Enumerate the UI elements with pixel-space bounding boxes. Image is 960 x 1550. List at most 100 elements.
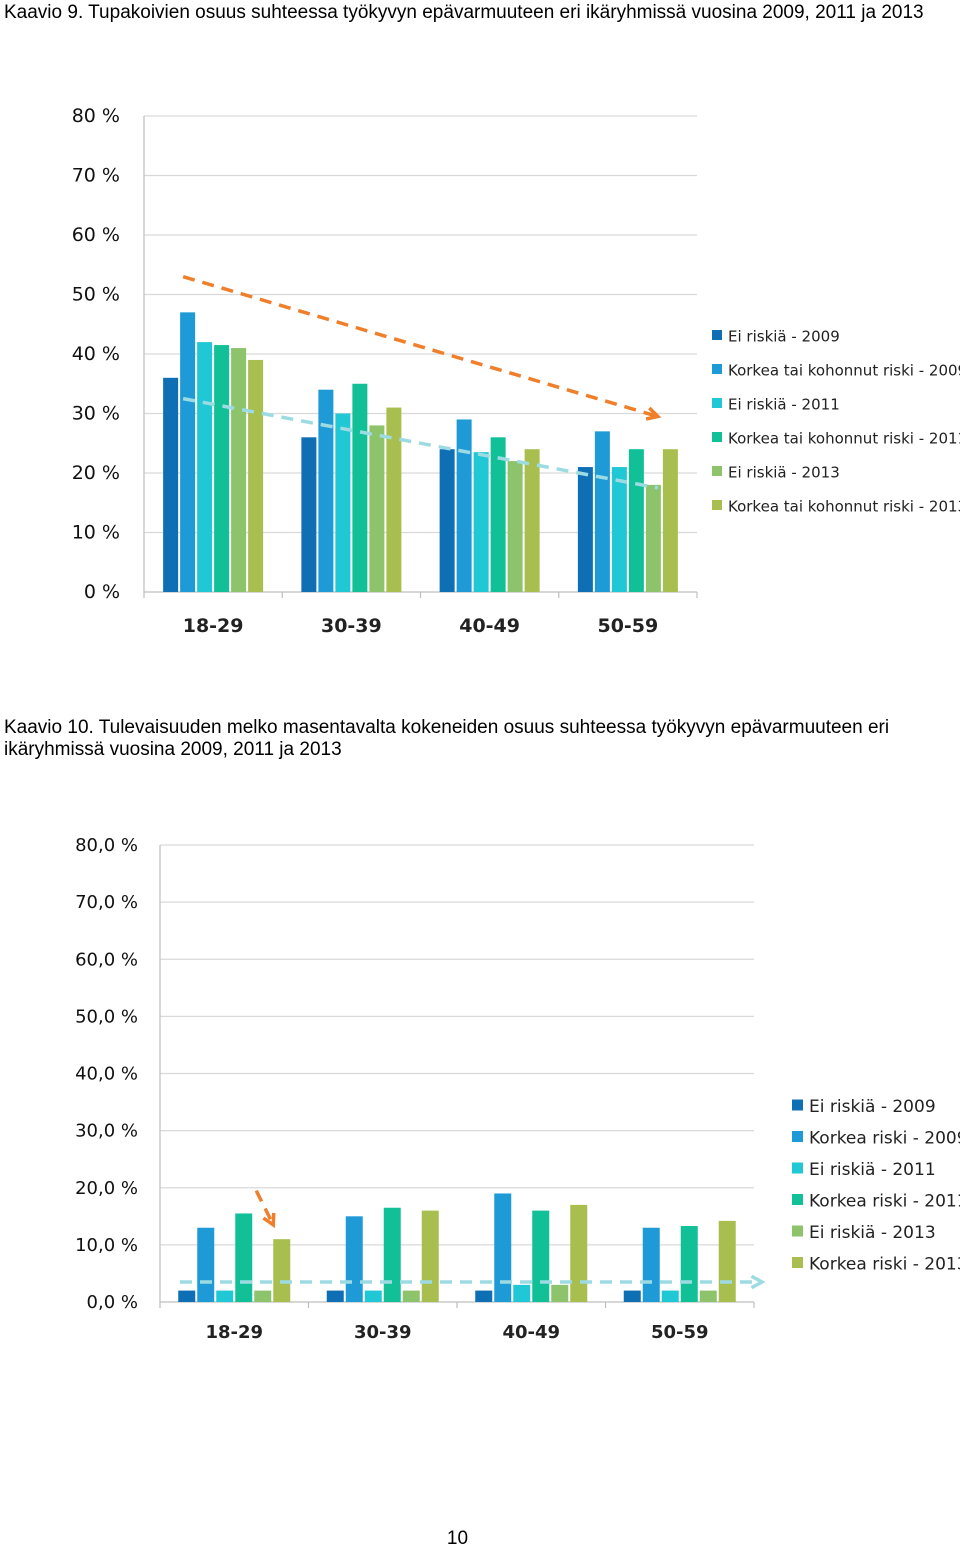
chart1-bar <box>180 312 196 592</box>
chart2-bar <box>273 1239 291 1302</box>
chart2-bar <box>513 1284 531 1302</box>
chart1-bar <box>507 461 523 592</box>
chart1-bar <box>473 452 489 592</box>
chart1-x-tick-label: 30-39 <box>321 615 382 637</box>
chart2-legend-label: Ei riskiä - 2013 <box>809 1223 936 1243</box>
chart1-bar <box>369 425 385 592</box>
chart2-bar <box>699 1290 717 1302</box>
chart1-bar <box>662 449 678 592</box>
chart2-bar <box>197 1227 215 1302</box>
chart2-bar <box>551 1284 569 1302</box>
chart2-y-tick-label: 0,0 % <box>87 1292 138 1313</box>
chart1-y-tick-label: 40 % <box>72 343 120 365</box>
chart2-legend-swatch <box>792 1257 803 1268</box>
chart2-legend-swatch <box>792 1162 803 1174</box>
chart2-bar <box>475 1290 493 1302</box>
chart1-y-tick-label: 10 % <box>72 522 120 544</box>
chart1-x-tick-label: 40-49 <box>459 615 520 637</box>
chart2-bar <box>216 1290 234 1302</box>
chart1-bar <box>456 419 472 592</box>
chart2-bar <box>235 1213 253 1302</box>
chart2-bar <box>623 1290 641 1302</box>
chart2-y-tick-label: 40,0 % <box>75 1064 138 1085</box>
chart2-bar <box>178 1290 196 1302</box>
chart2-x-tick-label: 30-39 <box>354 1322 412 1343</box>
chart1-y-tick-label: 0 % <box>84 581 120 603</box>
chart2-arrowhead <box>750 1274 766 1290</box>
chart2-bar <box>570 1204 588 1302</box>
chart2-x-tick-label: 18-29 <box>205 1322 263 1343</box>
chart2-legend-label: Ei riskiä - 2009 <box>809 1097 936 1117</box>
chart2-bar <box>254 1290 272 1302</box>
chart1-legend-label: Ei riskiä - 2011 <box>728 395 840 413</box>
chart2-y-tick-label: 20,0 % <box>75 1178 138 1199</box>
chart1-x-tick-label: 50-59 <box>597 615 658 637</box>
chart2-x-tick-label: 40-49 <box>502 1322 560 1343</box>
chart2-bar <box>718 1220 736 1302</box>
chart2-legend-label: Ei riskiä - 2011 <box>809 1160 936 1180</box>
chart1-bar <box>524 449 540 592</box>
chart1-y-tick-label: 30 % <box>72 403 120 425</box>
chart1-bar <box>352 383 368 592</box>
chart1-legend-swatch <box>712 364 722 374</box>
chart1-bar <box>439 449 455 592</box>
chart2-bar <box>421 1210 439 1302</box>
chart1-legend-label: Korkea tai kohonnut riski - 2011 <box>728 429 960 447</box>
chart1-bar <box>301 437 317 592</box>
chart2-y-tick-label: 50,0 % <box>75 1006 138 1027</box>
chart2-y-tick-label: 10,0 % <box>75 1235 138 1256</box>
chart1-y-tick-label: 70 % <box>72 165 120 187</box>
chart1-trend-line <box>182 274 659 419</box>
chart2-bar <box>661 1290 679 1302</box>
chart1-bar <box>628 449 644 592</box>
chart1-arrowhead <box>645 406 662 421</box>
chart1-bar <box>214 345 230 592</box>
chart2-y-tick-label: 60,0 % <box>75 949 138 970</box>
chart1-legend-label: Korkea tai kohonnut riski - 2013 <box>728 497 960 515</box>
chart1-bar <box>248 359 264 592</box>
chart1-x-tick-label: 18-29 <box>183 615 244 637</box>
chart1-bar <box>490 437 506 592</box>
chart2-caption: Kaavio 10. Tulevaisuuden melko masentava… <box>4 717 890 760</box>
chart2-y-tick-label: 80,0 % <box>75 835 138 856</box>
chart1-legend-label: Ei riskiä - 2009 <box>728 327 840 345</box>
chart1-y-tick-label: 20 % <box>72 462 120 484</box>
chart1-bar <box>577 467 593 592</box>
chart1-trend-line <box>182 396 659 490</box>
chart2-trend-line <box>254 1189 275 1226</box>
chart2-y-tick-label: 30,0 % <box>75 1121 138 1142</box>
chart2-bar <box>364 1290 382 1302</box>
chart1-y-tick-label: 60 % <box>72 224 120 246</box>
chart2-bar <box>345 1216 363 1302</box>
chart1-bar <box>335 413 351 592</box>
chart2-legend-label: Korkea riski - 2011 <box>809 1191 960 1211</box>
chart1-bar <box>318 389 334 592</box>
chart1-legend-swatch <box>712 432 722 442</box>
chart1: 0 % 10 % 20 % 30 % 40 % 50 % 60 % 70 % 80 % 18-29… <box>72 105 960 637</box>
chart2-bar <box>532 1210 550 1302</box>
chart1-bar <box>594 431 610 592</box>
chart2-legend-label: Korkea riski - 2009 <box>809 1128 960 1148</box>
chart1-legend-label: Korkea tai kohonnut riski - 2009 <box>728 361 960 379</box>
chart2-bar <box>494 1193 512 1302</box>
chart1-y-tick-label: 50 % <box>72 284 120 306</box>
chart1-legend-label: Ei riskiä - 2013 <box>728 463 840 481</box>
chart1-bar <box>386 407 402 592</box>
chart1-y-tick-label: 80 % <box>72 105 120 127</box>
chart2-bar <box>402 1290 420 1302</box>
chart2-y-tick-label: 70,0 % <box>75 892 138 913</box>
chart2-arrowhead <box>262 1212 276 1229</box>
chart2-legend-swatch <box>792 1225 803 1237</box>
chart1-bar <box>231 348 247 592</box>
chart1-legend-swatch <box>712 500 722 510</box>
chart1-caption: Kaavio 9. Tupakoivien osuus suhteessa ty… <box>4 2 924 23</box>
chart1-bar <box>163 377 179 592</box>
chart1-legend-swatch <box>712 398 722 408</box>
chart2-bar <box>326 1290 344 1302</box>
chart1-legend-swatch <box>712 330 722 340</box>
chart2-legend-swatch <box>792 1099 803 1111</box>
chart1-bar <box>611 467 627 592</box>
chart2-bar <box>642 1227 660 1302</box>
page-number: 10 <box>446 1528 469 1549</box>
chart2-bar <box>680 1226 698 1302</box>
